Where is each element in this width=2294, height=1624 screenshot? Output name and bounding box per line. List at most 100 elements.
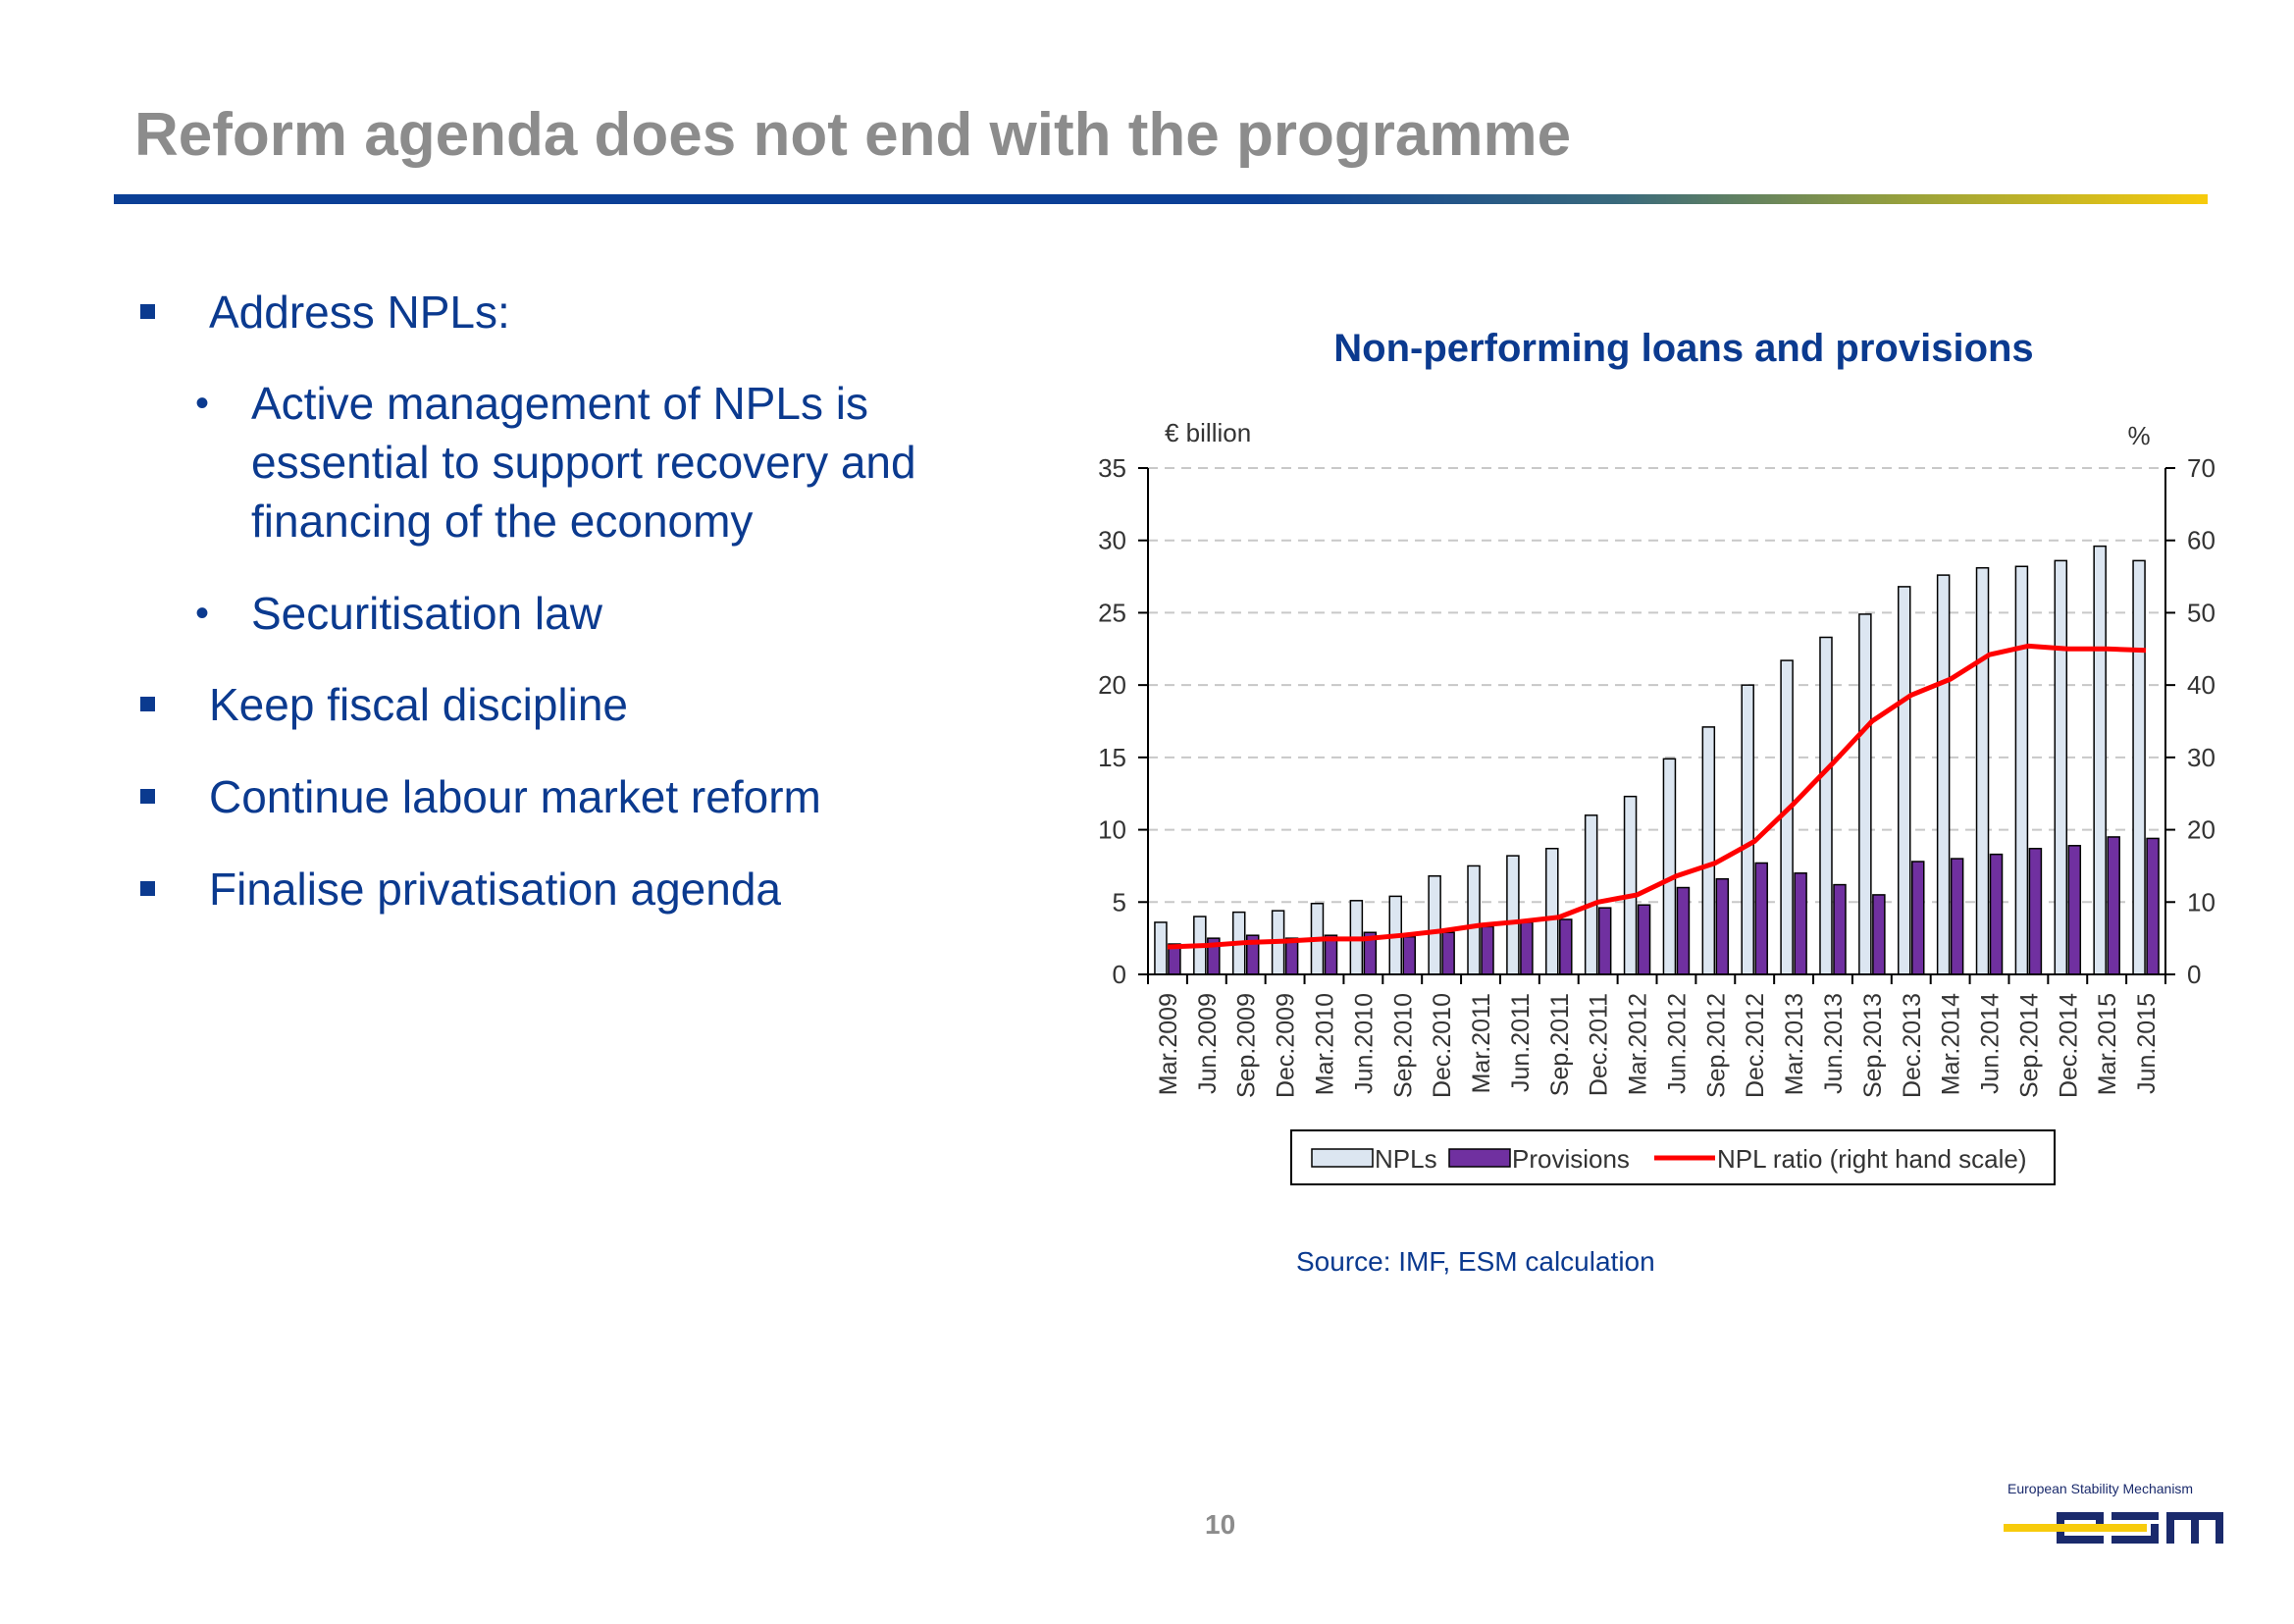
npl-bar <box>2132 559 2146 975</box>
right-axis-tick-label: 10 <box>2187 887 2216 917</box>
x-axis-tick-label: Sep.2010 <box>1389 993 1417 1098</box>
left-axis-tick-label: 20 <box>1098 670 1126 700</box>
npl-bar <box>1506 855 1520 975</box>
legend-npls-swatch <box>1311 1148 1374 1168</box>
square-bullet-icon <box>140 304 155 319</box>
provisions-bar <box>1794 872 1807 975</box>
npl-bar <box>2054 559 2068 975</box>
x-axis-tick-label: Mar.2014 <box>1938 993 1965 1095</box>
provisions-bar <box>1597 907 1612 975</box>
left-axis-tick-label: 5 <box>1113 887 1126 917</box>
x-axis-tick-label: Jun.2015 <box>2133 993 2161 1094</box>
x-axis-tick-label: Sep.2014 <box>2015 993 2043 1098</box>
npl-bar <box>1662 758 1677 975</box>
esm-logo-caption: European Stability Mechanism <box>2007 1481 2194 1496</box>
npl-bar <box>1467 864 1481 975</box>
x-axis-tick-label: Dec.2010 <box>1429 993 1456 1098</box>
x-axis-tick-label: Dec.2011 <box>1586 993 1613 1096</box>
right-axis-tick-label: 30 <box>2187 743 2216 772</box>
npl-bar <box>1741 684 1754 975</box>
provisions-bar <box>2107 836 2120 975</box>
x-axis-tick-label: Mar.2010 <box>1311 993 1338 1095</box>
right-axis-tick-label: 70 <box>2187 453 2216 483</box>
provisions-bar <box>1676 886 1691 975</box>
left-axis-tick-label: 25 <box>1098 598 1126 627</box>
x-axis-tick-label: Sep.2009 <box>1233 993 1261 1098</box>
right-axis-tick-label: 60 <box>2187 526 2216 555</box>
provisions-bar <box>1637 904 1651 975</box>
bullet-text: Keep fiscal discipline <box>209 679 629 730</box>
npl-bar <box>1975 566 1990 975</box>
right-axis-tick-label: 20 <box>2187 815 2216 845</box>
legend-npls-label: NPLs <box>1375 1144 1437 1174</box>
provisions-bar <box>1715 877 1730 975</box>
legend-provisions-swatch <box>1448 1148 1511 1168</box>
square-bullet-icon <box>140 697 155 711</box>
npl-bar <box>1584 814 1598 975</box>
x-axis-tick-label: Mar.2009 <box>1155 993 1182 1095</box>
provisions-bar <box>1559 918 1573 975</box>
provisions-bar <box>1481 925 1494 975</box>
square-bullet-icon <box>140 789 155 804</box>
provisions-bar <box>2067 845 2082 975</box>
legend-provisions-label: Provisions <box>1512 1144 1630 1174</box>
provisions-bar <box>1950 858 1964 975</box>
provisions-bar <box>1989 853 2004 975</box>
npl-bar <box>1936 574 1951 975</box>
x-axis-tick-label: Jun.2009 <box>1194 993 1222 1094</box>
left-axis-unit-label: € billion <box>1165 418 1251 447</box>
provisions-bar <box>1402 935 1416 975</box>
legend-ratio-label: NPL ratio (right hand scale) <box>1717 1144 2027 1174</box>
npl-bar <box>1819 636 1833 975</box>
source-note: Source: IMF, ESM calculation <box>1296 1246 1655 1277</box>
x-axis-tick-label: Dec.2014 <box>2055 993 2082 1098</box>
provisions-bar <box>1520 921 1534 975</box>
x-axis-tick-label: Dec.2009 <box>1273 993 1300 1098</box>
slide-title: Reform agenda does not end with the prog… <box>134 101 1572 169</box>
provisions-bar <box>1754 862 1768 975</box>
x-axis-tick-label: Sep.2012 <box>1702 993 1730 1098</box>
x-axis-tick-label: Jun.2012 <box>1663 993 1691 1094</box>
right-axis-tick-label: 50 <box>2187 598 2216 627</box>
esm-wordmark-icon <box>2004 1512 2223 1544</box>
x-axis-tick-label: Mar.2013 <box>1781 993 1808 1095</box>
chart-title: Non-performing loans and provisions <box>1333 327 2033 370</box>
square-bullet-icon <box>140 881 155 896</box>
x-axis-tick-label: Sep.2011 <box>1546 993 1574 1096</box>
provisions-bar <box>1441 931 1455 975</box>
provisions-bar <box>2146 837 2160 975</box>
provisions-bar <box>1284 937 1299 975</box>
left-axis-tick-label: 0 <box>1113 960 1126 989</box>
x-axis-tick-label: Jun.2010 <box>1350 993 1378 1094</box>
x-axis-tick-label: Mar.2011 <box>1468 993 1495 1093</box>
npl-bar <box>1545 847 1559 975</box>
page-number: 10 <box>1205 1509 1236 1540</box>
right-axis-tick-label: 0 <box>2187 960 2201 989</box>
provisions-bar <box>1872 894 1886 975</box>
x-axis-tick-label: Sep.2013 <box>1859 993 1887 1098</box>
dot-bullet-icon: • <box>195 382 210 425</box>
x-axis-tick-label: Mar.2015 <box>2094 993 2121 1095</box>
npl-bar <box>1858 613 1872 975</box>
left-axis-tick-label: 10 <box>1098 815 1126 845</box>
npl-ratio-line <box>1167 643 2147 950</box>
esm-logo <box>2004 1512 2223 1544</box>
x-axis-tick-label: Dec.2013 <box>1899 993 1926 1098</box>
provisions-bar <box>1911 861 1925 975</box>
provisions-bar <box>2028 847 2043 975</box>
npl-bar <box>1701 726 1716 975</box>
x-axis-tick-label: Jun.2013 <box>1820 993 1848 1094</box>
left-axis-tick-label: 15 <box>1098 743 1126 772</box>
npl-bar <box>1623 795 1638 975</box>
bullet-text: Finalise privatisation agenda <box>209 864 782 915</box>
npl-bar <box>2014 565 2029 975</box>
dot-bullet-icon: • <box>195 592 210 635</box>
x-axis-tick-label: Mar.2012 <box>1625 993 1652 1095</box>
left-axis-tick-label: 30 <box>1098 526 1126 555</box>
sub-bullet-text: Active management of NPLs is essential t… <box>251 378 916 547</box>
bullet-text: Continue labour market reform <box>209 771 821 822</box>
title-rule <box>114 194 2208 204</box>
x-axis-tick-label: Jun.2014 <box>1977 993 2005 1094</box>
sub-bullet-text: Securitisation law <box>251 588 602 639</box>
